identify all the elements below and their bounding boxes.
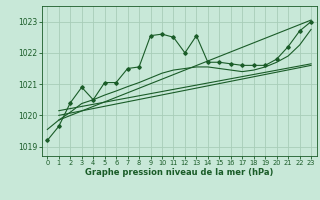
X-axis label: Graphe pression niveau de la mer (hPa): Graphe pression niveau de la mer (hPa) — [85, 168, 273, 177]
